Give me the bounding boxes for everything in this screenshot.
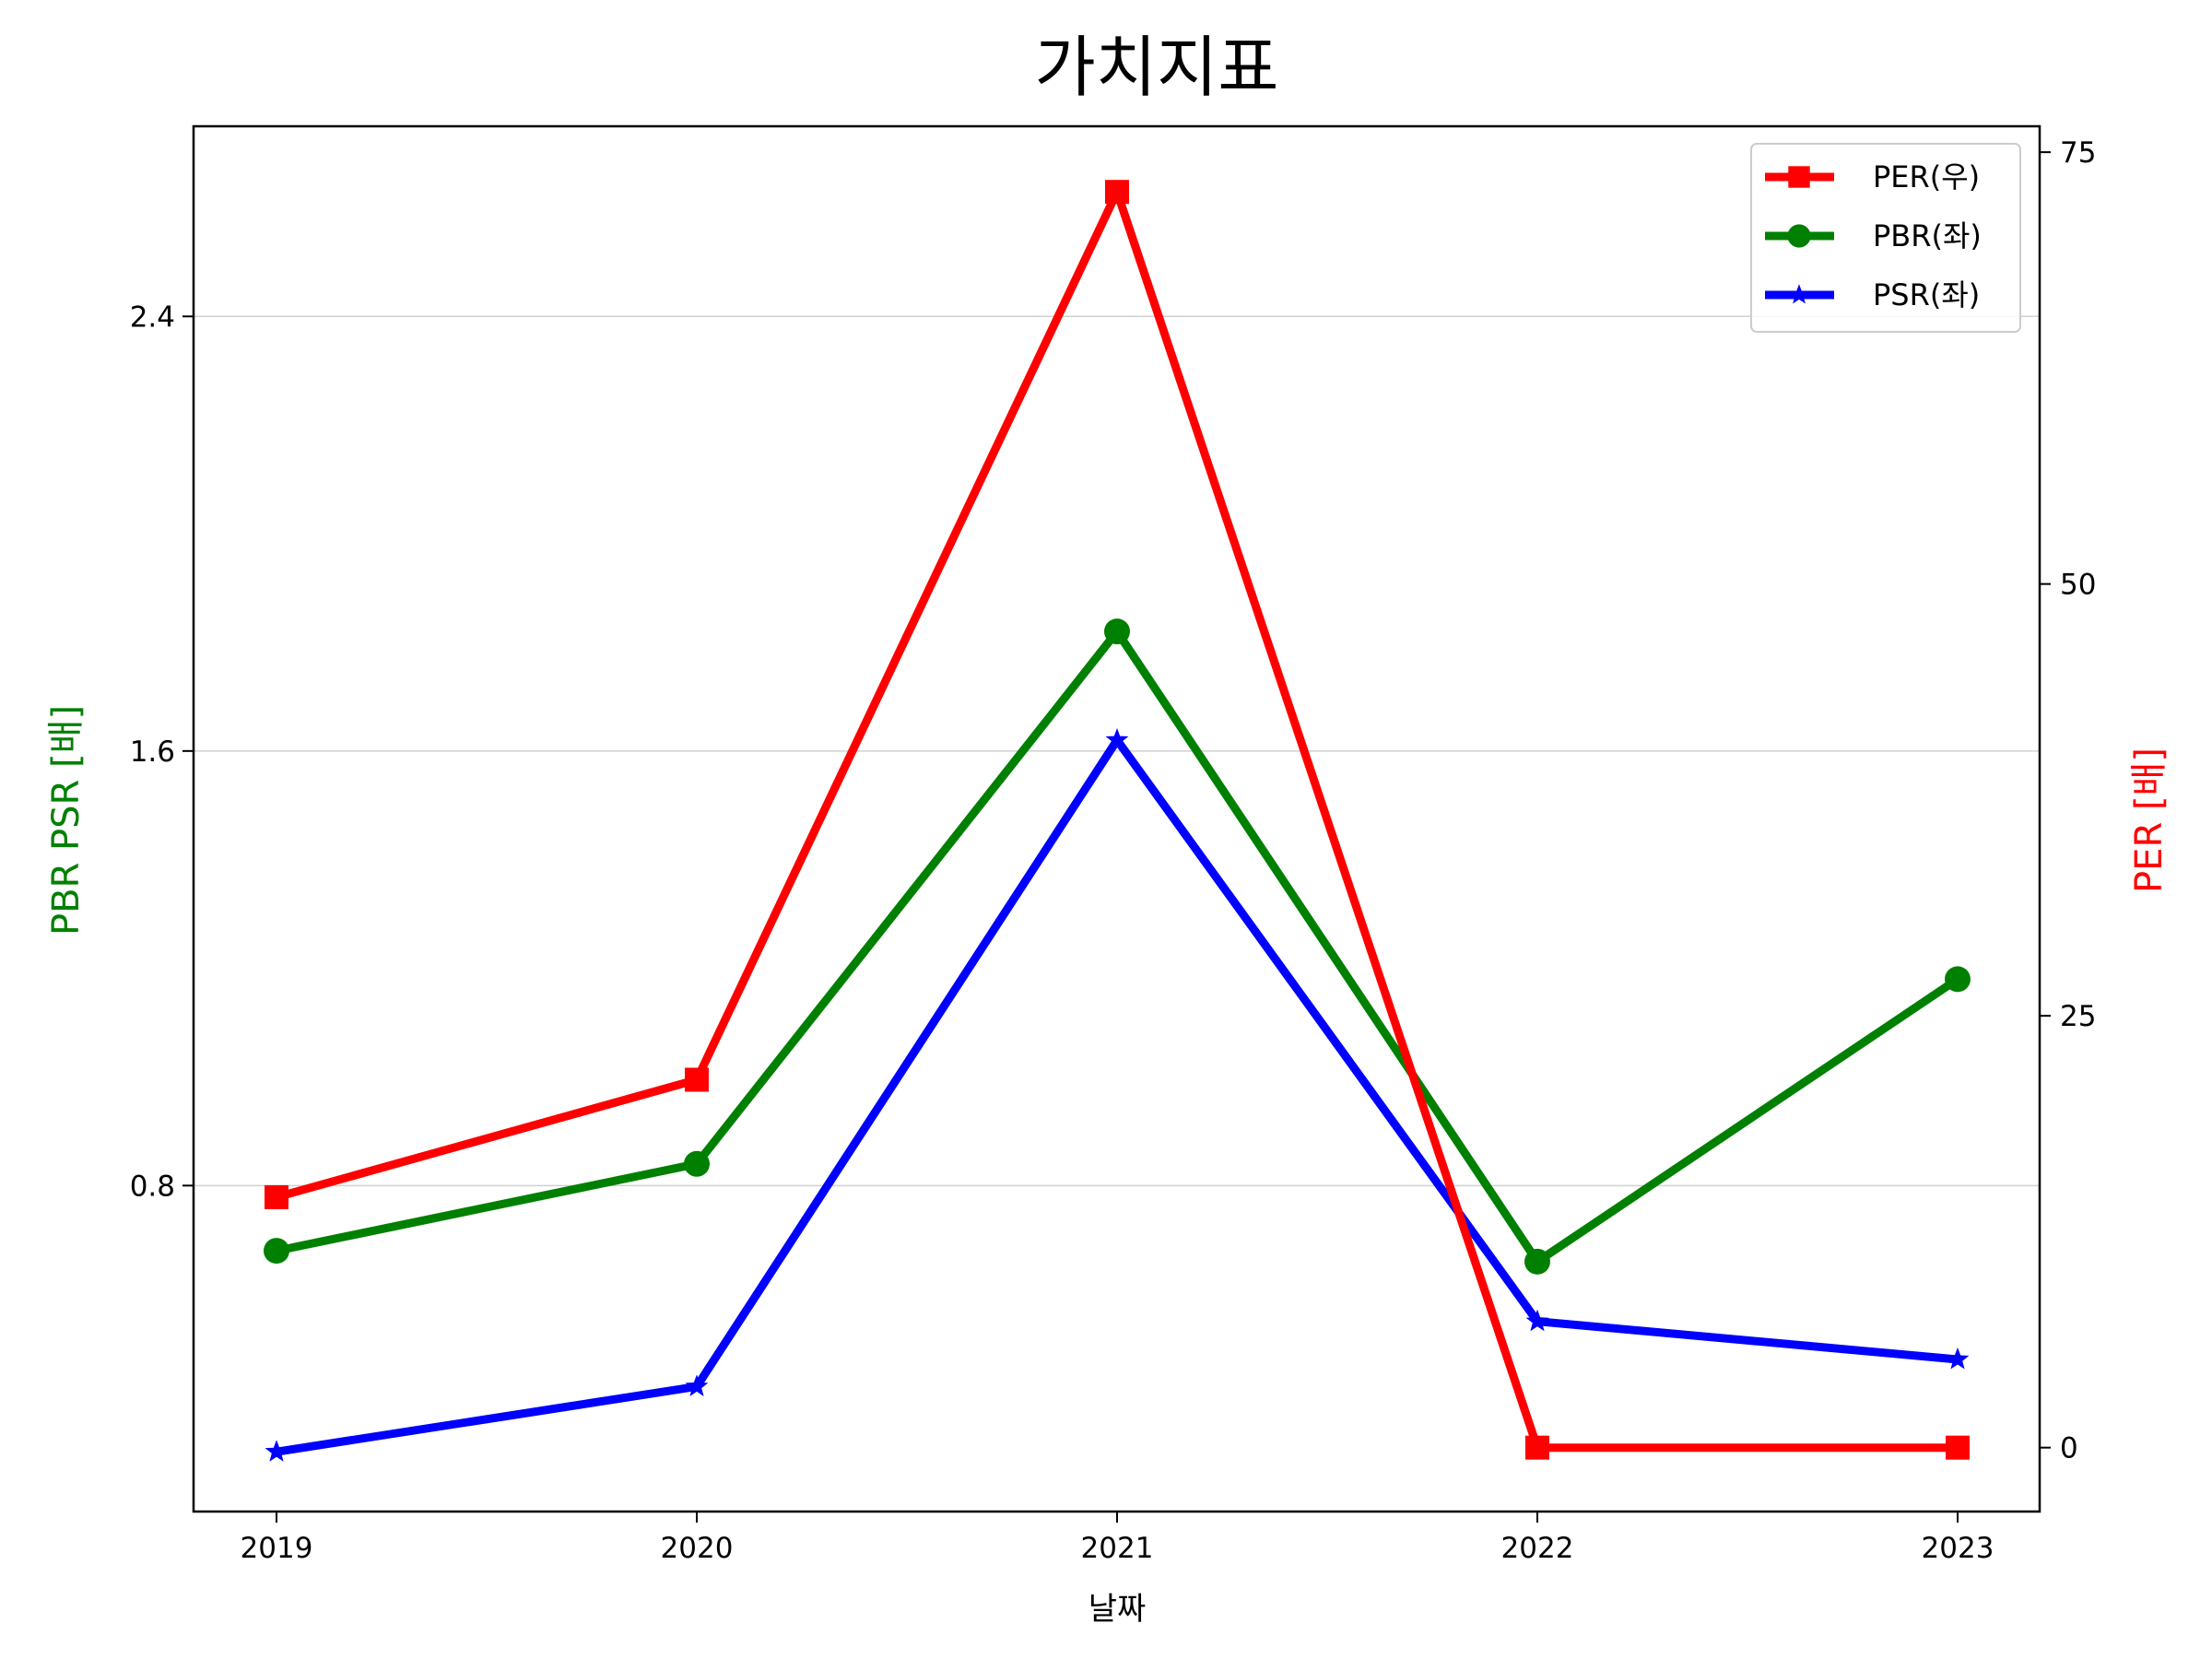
y-axis-left-label: PBR PSR [배]	[45, 705, 88, 935]
x-axis-label: 날짜	[1088, 1591, 1147, 1628]
legend-item-2: PSR(좌)	[1765, 277, 1980, 312]
series-1-point-1	[684, 1150, 710, 1177]
series-1-point-0	[264, 1238, 289, 1265]
x-tick-label-2: 2021	[1081, 1532, 1154, 1565]
series-2-point-3	[1525, 1309, 1549, 1332]
y-axis-right: 0 25 50 75	[2040, 136, 2096, 1465]
y-right-tick-label-3: 75	[2060, 136, 2096, 170]
series-2-point-4	[1946, 1347, 1970, 1370]
series-1-point-3	[1524, 1248, 1550, 1275]
x-tick-label-3: 2022	[1501, 1532, 1574, 1565]
y-left-tick-label-0: 0.8	[130, 1170, 175, 1203]
x-tick-label-4: 2023	[1922, 1532, 1994, 1565]
series-1	[264, 618, 1971, 1275]
y-axis-right-label: PER [배]	[2128, 747, 2171, 893]
x-tick-label-0: 2019	[241, 1532, 313, 1565]
legend-label-2: PSR(좌)	[1873, 277, 1980, 312]
x-axis: 2019 2020 2021 2022 2023	[241, 1512, 1994, 1565]
series-2-point-2	[1105, 728, 1129, 750]
legend-marker-1	[1787, 224, 1811, 248]
legend-marker-2	[1788, 284, 1810, 304]
legend-box	[1750, 143, 2021, 333]
plot-frame	[192, 124, 2041, 1513]
y-left-tick-label-1: 1.6	[130, 735, 175, 769]
series-2-line	[276, 733, 1959, 1456]
legend-item-1: PBR(좌)	[1765, 218, 1982, 253]
series-2-point-1	[685, 1374, 709, 1396]
series-0	[265, 180, 1970, 1460]
y-right-tick-label-1: 25	[2060, 1000, 2096, 1033]
series-0-point-0	[265, 1184, 288, 1209]
series-2-point-0	[265, 1440, 288, 1462]
series-layer	[264, 180, 1971, 1462]
legend-label-0: PER(우)	[1873, 159, 1980, 194]
series-0-point-4	[1946, 1435, 1970, 1460]
legend-item-0: PER(우)	[1765, 159, 1980, 194]
series-0-point-2	[1105, 180, 1129, 205]
series-1-line	[276, 624, 1960, 1268]
y-right-tick-label-2: 50	[2060, 569, 2096, 602]
series-1-point-2	[1104, 618, 1130, 645]
series-1-point-4	[1945, 966, 1971, 993]
series-0-point-1	[685, 1067, 709, 1092]
series-2	[265, 728, 1970, 1462]
series-0-point-3	[1525, 1435, 1549, 1460]
legend-marker-0	[1788, 166, 1810, 188]
y-left-tick-label-2: 2.4	[130, 300, 175, 334]
legend: PER(우) PBR(좌) PSR(좌)	[1750, 143, 2021, 333]
series-0-line	[275, 181, 1958, 1453]
y-right-tick-label-0: 0	[2060, 1432, 2078, 1465]
legend-label-1: PBR(좌)	[1873, 218, 1982, 253]
gridlines	[194, 315, 2040, 1187]
x-tick-label-1: 2020	[661, 1532, 734, 1565]
y-axis-left: 0.8 1.6 2.4	[130, 300, 194, 1203]
chart-title: 가치지표	[1035, 29, 1279, 106]
